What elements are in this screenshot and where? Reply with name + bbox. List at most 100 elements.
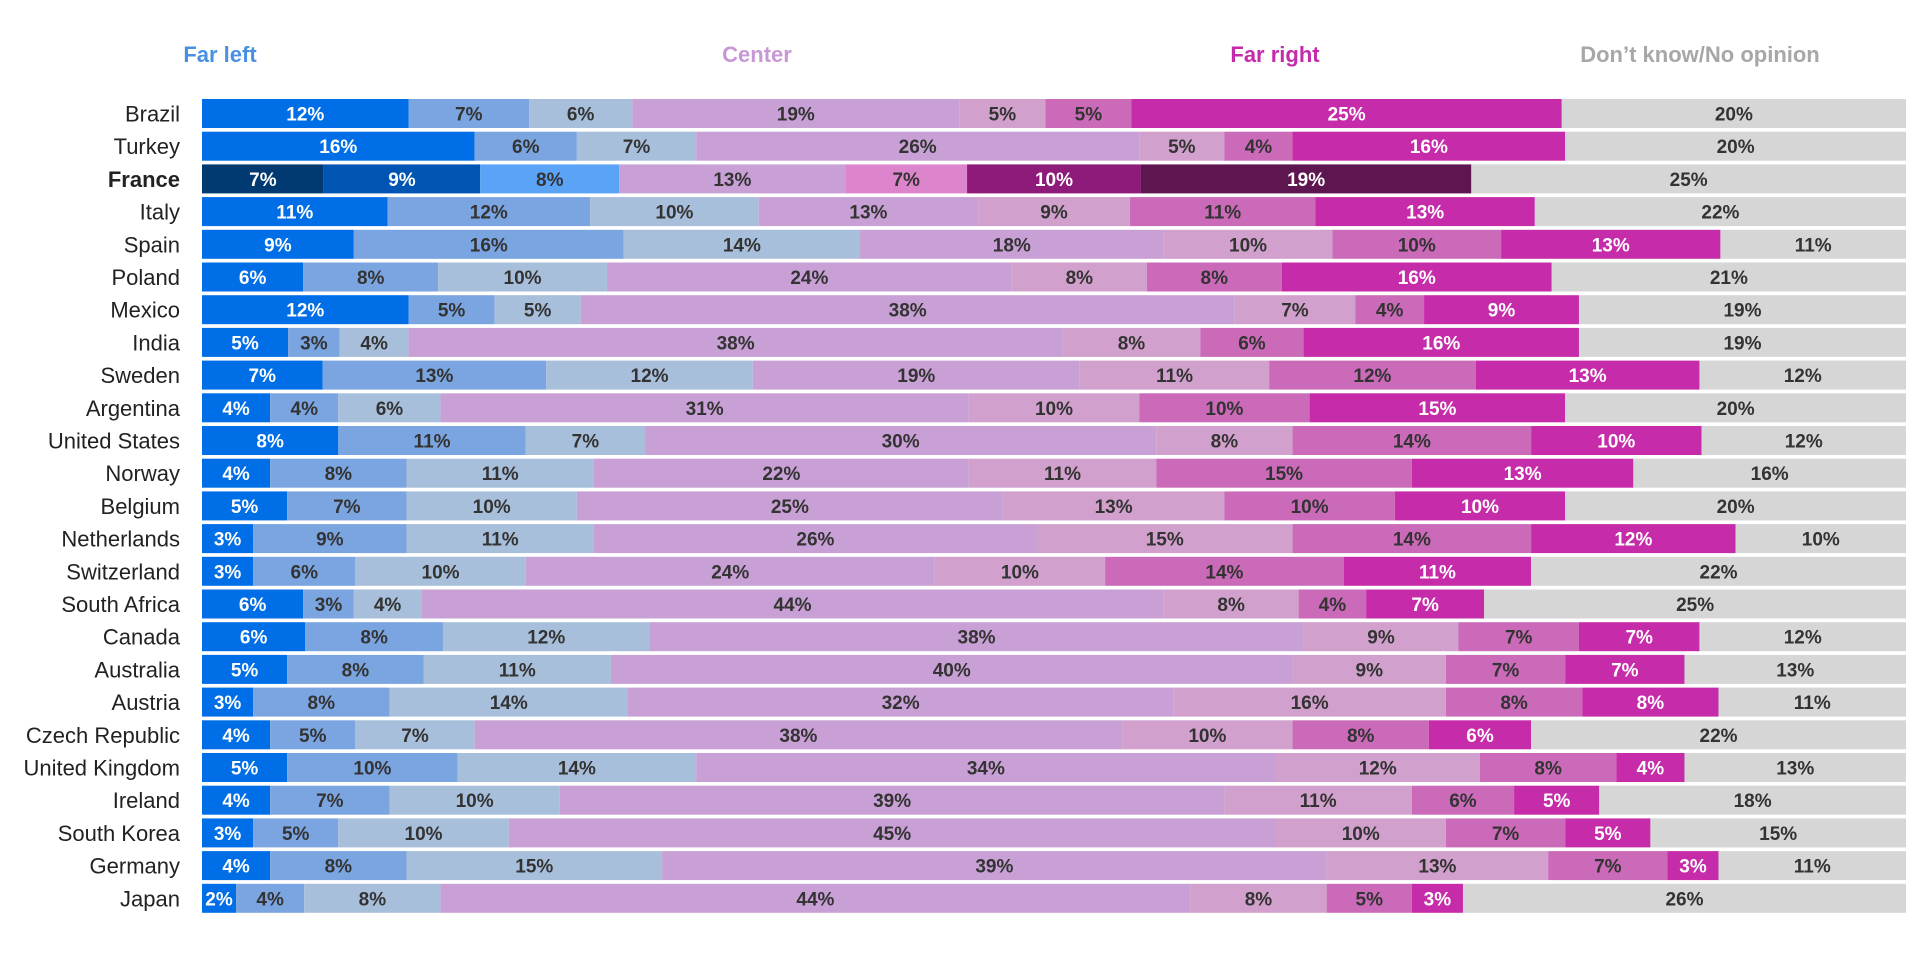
data-label-spain-5: 10% xyxy=(1398,235,1436,256)
data-label-turkey-1: 6% xyxy=(512,137,540,158)
data-label-belgium-6: 10% xyxy=(1461,497,1499,518)
bar-segment-sweden-2 xyxy=(546,360,753,390)
data-label-united-kingdom-2: 14% xyxy=(558,759,596,780)
category-label-united-states: United States xyxy=(48,429,180,454)
bar-segment-czech-republic-4 xyxy=(1122,720,1293,750)
bar-segment-spain-5 xyxy=(1332,229,1502,259)
data-label-switzerland-6: 11% xyxy=(1419,562,1456,583)
category-label-south-africa: South Africa xyxy=(61,592,180,617)
data-label-south-africa-1: 3% xyxy=(315,595,343,616)
data-label-ireland-6: 5% xyxy=(1543,791,1571,812)
bar-segment-mexico-1 xyxy=(408,295,495,325)
data-label-canada-5: 7% xyxy=(1505,628,1533,649)
bar-segment-belgium-0 xyxy=(202,491,288,521)
data-label-czech-republic-4: 10% xyxy=(1188,726,1226,747)
bar-segment-spain-0 xyxy=(202,229,354,259)
bar-segment-norway-4 xyxy=(968,458,1157,488)
data-label-germany-7: 11% xyxy=(1794,857,1831,878)
data-label-netherlands-2: 11% xyxy=(482,530,519,551)
bar-segment-ireland-7 xyxy=(1599,785,1906,815)
data-label-austria-0: 3% xyxy=(214,693,242,714)
data-label-sweden-5: 12% xyxy=(1353,366,1391,387)
data-label-ireland-2: 10% xyxy=(456,791,494,812)
data-label-mexico-4: 7% xyxy=(1281,301,1309,322)
bar-segment-canada-7 xyxy=(1699,622,1906,652)
header-label-don-t-know-no-opinion: Don’t know/No opinion xyxy=(1580,42,1820,67)
bar-segment-germany-0 xyxy=(202,851,271,881)
data-label-austria-3: 32% xyxy=(882,693,920,714)
data-label-turkey-0: 16% xyxy=(319,137,357,158)
bar-segment-japan-2 xyxy=(304,883,441,913)
bar-segment-czech-republic-6 xyxy=(1428,720,1532,750)
bar-segment-sweden-3 xyxy=(752,360,1080,390)
data-label-poland-3: 24% xyxy=(790,268,828,289)
bar-segment-united-states-4 xyxy=(1156,426,1293,455)
data-label-united-kingdom-7: 13% xyxy=(1776,759,1814,780)
data-label-spain-7: 11% xyxy=(1795,235,1832,256)
bar-segment-australia-7 xyxy=(1684,654,1906,684)
bar-segment-united-states-0 xyxy=(202,426,339,455)
bar-segment-netherlands-5 xyxy=(1292,524,1532,554)
data-label-germany-3: 39% xyxy=(975,857,1013,878)
bar-segment-italy-6 xyxy=(1315,197,1535,227)
data-label-poland-2: 10% xyxy=(504,268,542,289)
data-label-spain-3: 18% xyxy=(993,235,1031,256)
bar-segment-mexico-6 xyxy=(1424,295,1579,325)
bar-row-brazil: Brazil 12% 7% 6% 19% 5% 5% 25% 20% xyxy=(125,99,1906,128)
bar-segment-japan-4 xyxy=(1190,883,1327,913)
bar-segment-germany-7 xyxy=(1718,851,1906,881)
bar-segment-australia-4 xyxy=(1292,654,1446,684)
bar-segment-canada-0 xyxy=(202,622,306,652)
bar-segment-united-kingdom-2 xyxy=(457,753,697,782)
data-label-canada-2: 12% xyxy=(527,628,565,649)
bar-row-switzerland: Switzerland 3% 6% 10% 24% 10% 14% 11% 22% xyxy=(66,556,1906,586)
data-label-ireland-3: 39% xyxy=(873,791,911,812)
data-label-brazil-3: 19% xyxy=(777,105,815,126)
data-label-switzerland-7: 22% xyxy=(1700,562,1738,583)
data-label-belgium-0: 5% xyxy=(231,497,259,518)
data-label-mexico-1: 5% xyxy=(438,301,466,322)
data-label-turkey-7: 20% xyxy=(1717,137,1755,158)
data-label-turkey-3: 26% xyxy=(899,137,937,158)
data-label-australia-4: 9% xyxy=(1356,660,1384,681)
bar-row-czech-republic: Czech Republic 4% 5% 7% 38% 10% 8% 6% 22% xyxy=(26,720,1906,750)
bar-row-south-korea: South Korea 3% 5% 10% 45% 10% 7% 5% 15% xyxy=(58,818,1906,848)
data-label-germany-0: 4% xyxy=(222,857,250,878)
bar-segment-argentina-7 xyxy=(1565,393,1906,423)
header-label-far-left: Far left xyxy=(183,42,257,67)
data-label-italy-2: 10% xyxy=(655,203,693,224)
bar-segment-austria-7 xyxy=(1718,687,1906,717)
data-label-sweden-2: 12% xyxy=(631,366,669,387)
bar-segment-belgium-3 xyxy=(576,491,1003,521)
bar-segment-ireland-3 xyxy=(559,785,1225,815)
data-label-turkey-4: 5% xyxy=(1168,137,1196,158)
data-label-czech-republic-1: 5% xyxy=(299,726,327,747)
bar-row-netherlands: Netherlands 3% 9% 11% 26% 15% 14% 12% 10% xyxy=(61,524,1906,554)
bar-segment-united-states-1 xyxy=(338,426,526,455)
bar-segment-italy-5 xyxy=(1129,197,1316,227)
category-label-united-kingdom: United Kingdom xyxy=(23,756,180,781)
data-label-belgium-3: 25% xyxy=(771,497,809,518)
data-label-netherlands-1: 9% xyxy=(316,530,344,551)
bar-segment-austria-1 xyxy=(253,687,390,717)
data-label-south-korea-6: 5% xyxy=(1594,824,1622,845)
bar-segment-united-states-2 xyxy=(525,426,646,455)
data-label-south-africa-6: 7% xyxy=(1411,595,1439,616)
data-label-austria-7: 11% xyxy=(1794,693,1831,714)
bar-segment-sweden-0 xyxy=(202,360,323,390)
data-label-czech-republic-5: 8% xyxy=(1347,726,1375,747)
bar-segment-india-0 xyxy=(202,327,289,357)
data-label-brazil-4: 5% xyxy=(989,105,1017,126)
data-label-sweden-4: 11% xyxy=(1156,366,1193,387)
bar-segment-argentina-5 xyxy=(1139,393,1310,423)
data-label-spain-6: 13% xyxy=(1592,235,1630,256)
data-label-japan-2: 8% xyxy=(359,889,387,910)
bar-segment-turkey-5 xyxy=(1224,131,1293,161)
bar-segment-india-3 xyxy=(408,327,1063,357)
bar-segment-united-kingdom-1 xyxy=(287,753,458,782)
data-label-mexico-6: 9% xyxy=(1488,301,1516,322)
category-label-poland: Poland xyxy=(111,265,180,290)
bar-segment-south-africa-2 xyxy=(353,589,422,619)
bar-row-japan: Japan 2% 4% 8% 44% 8% 5% 3% 26% xyxy=(120,883,1906,913)
bar-row-ireland: Ireland 4% 7% 10% 39% 11% 6% 5% 18% xyxy=(113,785,1906,815)
